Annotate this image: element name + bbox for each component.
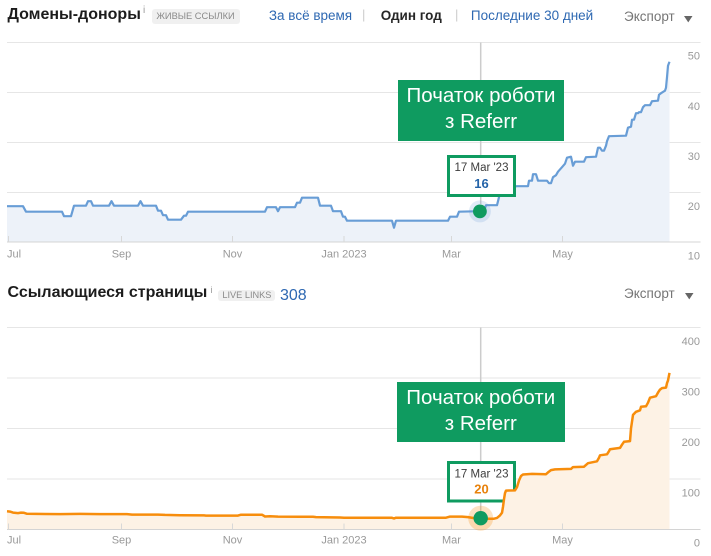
svg-text:Sep: Sep [112, 249, 132, 261]
svg-text:50: 50 [688, 50, 700, 62]
svg-text:May: May [552, 535, 573, 547]
svg-text:Nov: Nov [223, 249, 243, 261]
svg-text:Mar: Mar [442, 535, 461, 547]
svg-text:20: 20 [474, 482, 488, 497]
svg-text:Jan 2023: Jan 2023 [321, 249, 366, 261]
svg-text:10: 10 [688, 250, 700, 262]
svg-text:Jul: Jul [7, 535, 21, 547]
svg-text:Jul: Jul [7, 249, 21, 261]
svg-text:0: 0 [694, 538, 700, 550]
svg-text:May: May [552, 249, 573, 261]
svg-text:400: 400 [682, 336, 700, 348]
svg-text:Mar: Mar [442, 249, 461, 261]
svg-text:300: 300 [682, 387, 700, 399]
svg-text:20: 20 [688, 201, 700, 213]
svg-text:17 Mar '23: 17 Mar '23 [455, 469, 509, 481]
svg-text:30: 30 [688, 151, 700, 163]
svg-text:100: 100 [682, 488, 700, 500]
svg-text:Sep: Sep [112, 535, 132, 547]
svg-text:Nov: Nov [223, 535, 243, 547]
svg-text:Jan 2023: Jan 2023 [321, 535, 366, 547]
svg-text:200: 200 [682, 437, 700, 449]
svg-text:40: 40 [688, 101, 700, 113]
